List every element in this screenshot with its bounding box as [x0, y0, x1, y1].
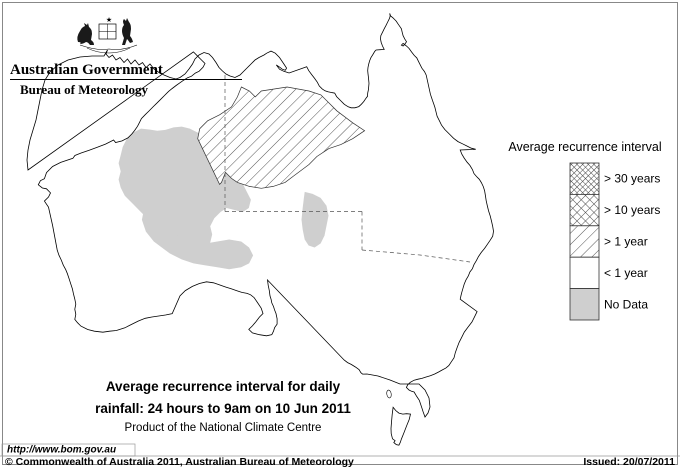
svg-text:> 1 year: > 1 year: [604, 235, 648, 249]
svg-text:© Commonwealth of Australia 20: © Commonwealth of Australia 2011, Austra…: [5, 456, 354, 467]
svg-text:Product of the National Climat: Product of the National Climate Centre: [125, 422, 322, 434]
svg-text:Average recurrence interval fo: Average recurrence interval for daily: [106, 379, 341, 394]
svg-text:http://www.bom.gov.au: http://www.bom.gov.au: [7, 445, 116, 456]
svg-text:No Data: No Data: [604, 297, 648, 311]
svg-text:Average recurrence interval: Average recurrence interval: [508, 140, 661, 154]
svg-text:rainfall: 24 hours to 9am on 1: rainfall: 24 hours to 9am on 10 Jun 2011: [95, 401, 351, 416]
svg-text:< 1 year: < 1 year: [604, 266, 648, 280]
svg-text:> 30 years: > 30 years: [604, 172, 660, 186]
svg-text:Issued: 20/07/2011: Issued: 20/07/2011: [583, 456, 675, 467]
svg-text:> 10 years: > 10 years: [604, 203, 660, 217]
